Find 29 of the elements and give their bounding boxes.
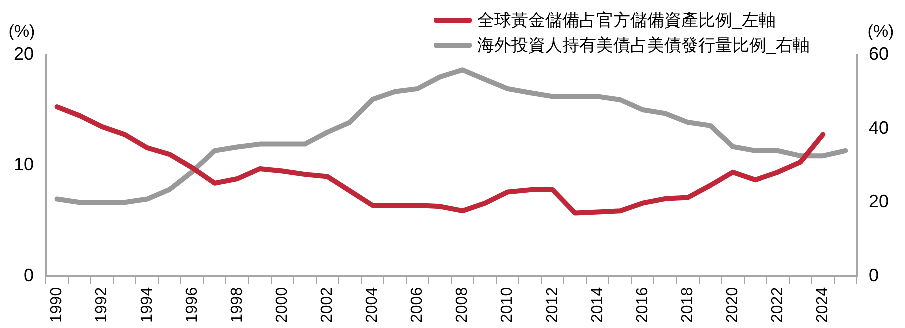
y2-tick-label: 40: [868, 118, 890, 138]
x-tick-label: 2000: [274, 287, 291, 323]
x-tick-label: 2008: [454, 287, 472, 323]
x-tick-label: 2024: [814, 287, 832, 323]
x-tick-label: 2004: [364, 287, 382, 323]
y2-axis-title: (%): [868, 22, 894, 41]
x-tick-label: 2014: [589, 287, 606, 323]
y2-tick-label: 0: [868, 265, 879, 286]
y-tick-label: 10: [14, 154, 34, 175]
y-tick-label: 20: [14, 44, 34, 64]
x-tick-label: 2012: [544, 287, 562, 323]
x-tick-label: 2022: [770, 287, 787, 323]
x-tick-label: 1998: [228, 287, 246, 323]
legend-label: 全球黃金儲備占官方儲備資產比例_左軸: [478, 10, 776, 32]
x-tick-label: 2006: [409, 287, 426, 323]
y-axis-title: (%): [8, 22, 36, 41]
y2-tick-label: 20: [868, 192, 890, 212]
y2-tick-label: 60: [868, 44, 890, 64]
y-tick-label: 0: [24, 265, 34, 286]
x-tick-label: 2016: [634, 287, 652, 323]
legend-label: 海外投資人持有美債占美債發行量比例_右軸: [478, 35, 810, 57]
x-tick-label: 2010: [499, 287, 516, 323]
x-tick-label: 1990: [48, 287, 66, 323]
x-tick-label: 1994: [138, 287, 156, 323]
x-tick-label: 1996: [184, 287, 201, 323]
x-tick-label: 2002: [319, 287, 336, 323]
x-tick-label: 1992: [94, 287, 111, 323]
x-tick-label: 2020: [724, 287, 742, 323]
x-tick-label: 2018: [679, 287, 696, 323]
